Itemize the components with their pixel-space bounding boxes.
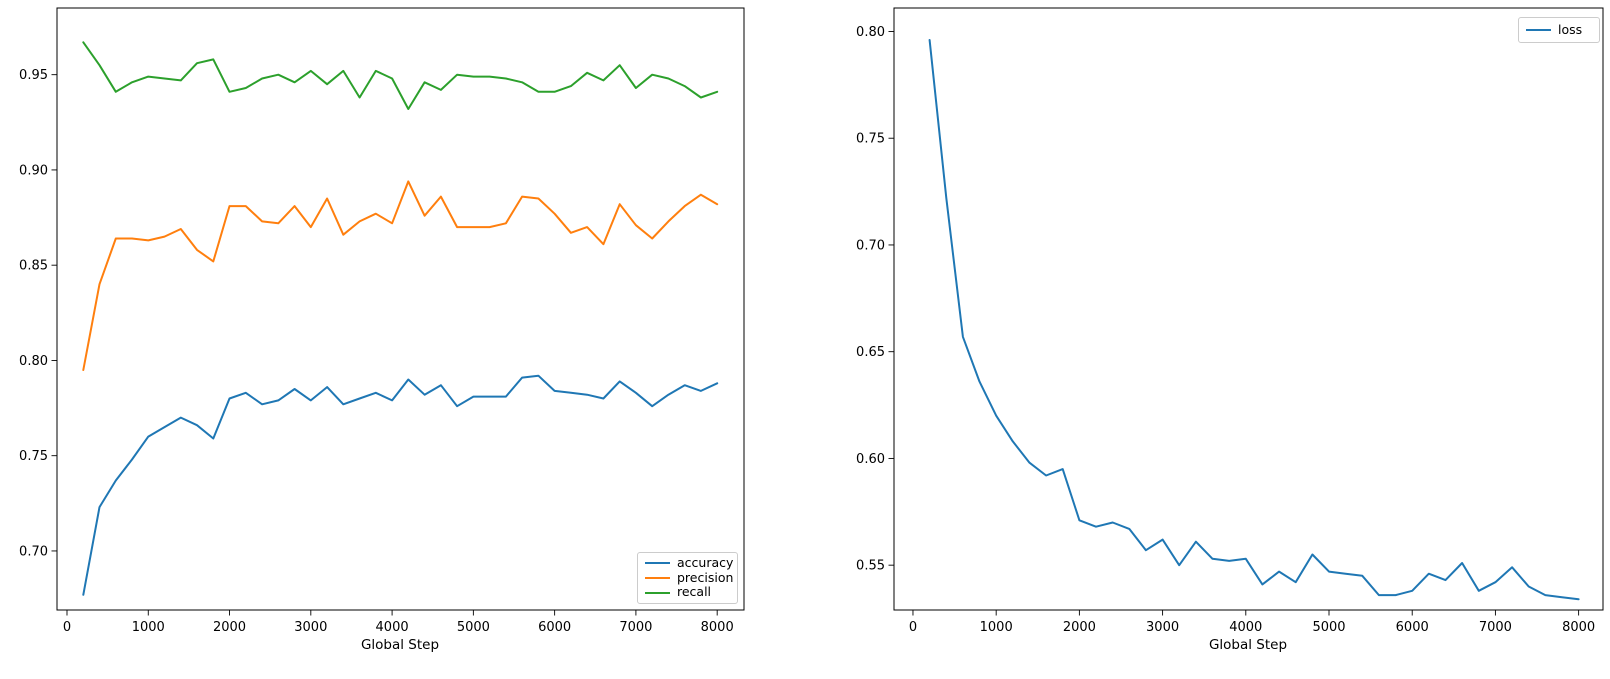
legend-item-recall: recall	[645, 585, 730, 600]
left-plot-x-tick-label: 7000	[619, 620, 652, 635]
left-plot-x-tick-label: 1000	[132, 620, 165, 635]
left-plot-spines	[56, 7, 745, 611]
right-plot-y-tick-label: 0.70	[856, 238, 885, 253]
legend-item-accuracy: accuracy	[645, 555, 734, 571]
recall-line-swatch	[645, 591, 670, 594]
legend-label-precision: precision	[677, 569, 734, 585]
left-plot-y-tick-label: 0.80	[19, 354, 48, 369]
right-plot-spines	[893, 7, 1604, 611]
loss-line-swatch	[1526, 29, 1551, 31]
right-plot-x-tick-label: 3000	[1146, 620, 1179, 635]
right-plot-x-tick-label: 6000	[1396, 620, 1429, 635]
left-plot-x-tick-label: 6000	[538, 620, 571, 635]
right-plot-y-tick-label: 0.80	[856, 25, 885, 40]
left-plot-x-tick-label: 0	[63, 620, 71, 635]
right-plot-legend: loss	[1518, 17, 1600, 43]
right-plot-y-tick-label: 0.65	[856, 345, 885, 360]
accuracy-line	[82, 374, 719, 596]
right-plot-xlabel: Global Step	[1208, 637, 1288, 653]
left-plot-y-tick-label: 0.90	[19, 163, 48, 178]
legend-item-precision: precision	[645, 569, 734, 586]
right-plot-y-tick-label: 0.60	[856, 452, 885, 467]
right-plot-x-tick-label: 7000	[1479, 620, 1512, 635]
right-plot-x-tick-label: 4000	[1229, 620, 1262, 635]
left-plot-x-tick-label: 4000	[376, 620, 409, 635]
right-plot-y-tick-label: 0.75	[856, 132, 885, 147]
left-plot-x-tick-label: 5000	[457, 620, 490, 635]
legend-item-loss: loss	[1526, 22, 1592, 39]
left-plot-y-tick-label: 0.75	[19, 449, 48, 464]
left-plot-y-tick-label: 0.95	[19, 68, 48, 83]
precision-line	[82, 180, 719, 371]
right-plot-x-tick-label: 1000	[980, 620, 1013, 635]
left-plot-y-tick-label: 0.70	[19, 544, 48, 559]
left-plot-x-tick-label: 8000	[701, 620, 734, 635]
recall-line	[82, 41, 719, 110]
precision-line-swatch	[645, 577, 670, 579]
right-plot-x-tick-label: 8000	[1562, 620, 1595, 635]
legend-label-loss: loss	[1558, 21, 1583, 37]
right-plot-y-tick-label: 0.55	[856, 559, 885, 574]
legend-label-accuracy: accuracy	[677, 555, 734, 571]
right-plot-x-tick-label: 0	[909, 620, 917, 635]
legend-label-recall: recall	[677, 584, 712, 600]
left-plot-x-tick-label: 3000	[294, 620, 327, 635]
right-plot-x-tick-label: 2000	[1063, 620, 1096, 635]
right-plot-x-tick-label: 5000	[1312, 620, 1345, 635]
left-plot-x-tick-label: 2000	[213, 620, 246, 635]
accuracy-line-swatch	[645, 562, 670, 565]
left-plot-y-tick-label: 0.85	[19, 259, 48, 274]
left-plot-legend: accuracy precision recall	[637, 552, 738, 604]
loss-line	[928, 39, 1580, 601]
left-plot-xlabel: Global Step	[360, 637, 440, 653]
